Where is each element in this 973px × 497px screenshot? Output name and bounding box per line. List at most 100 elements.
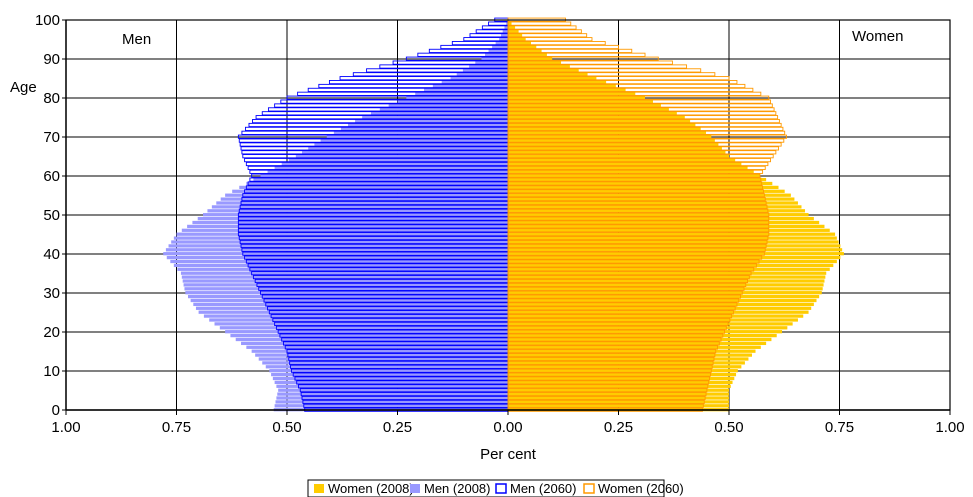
bar-age-69 [320, 138, 508, 143]
bar-age-63 [281, 162, 508, 166]
bar-age-71 [508, 131, 707, 135]
bar-age-3 [508, 396, 729, 400]
bar-age-10 [269, 369, 508, 373]
legend-swatch [314, 484, 324, 493]
bar-age-86 [508, 72, 588, 76]
bar-age-54 [220, 197, 508, 201]
bar-age-1 [508, 404, 729, 408]
bar-age-38 [508, 259, 837, 264]
bar-age-98 [507, 25, 577, 30]
bar-age-32 [507, 282, 747, 287]
bar-age-88 [508, 64, 570, 69]
bar-age-95 [499, 37, 508, 41]
bar-age-84 [507, 80, 738, 85]
y-tick-label: 10 [43, 363, 60, 380]
bar-age-57 [508, 185, 779, 190]
bar-age-60 [260, 174, 508, 178]
x-tick-label: 1.00 [51, 419, 80, 436]
bar-age-66 [508, 150, 726, 154]
tick-labels: 1.00 0.75 0.50 0.25 0.00 0.25 0.50 0.75 1.000102… [35, 12, 965, 436]
bar-age-95 [508, 37, 526, 41]
bar-age-20 [508, 330, 783, 334]
bar-age-29 [507, 294, 741, 299]
bar-age-63 [508, 162, 742, 166]
bar-age-39 [166, 255, 508, 260]
y-axis-title: Age [10, 79, 37, 96]
bar-age-11 [507, 364, 713, 369]
bar-age-92 [507, 48, 633, 53]
legend-swatch [583, 483, 595, 494]
bar-age-81 [508, 92, 636, 96]
bar-age-57 [239, 185, 508, 190]
bar-age-35 [507, 271, 752, 276]
bar-age-42 [168, 244, 508, 248]
bar-age-93 [492, 45, 508, 49]
bar-age-3 [276, 396, 508, 400]
bar-age-32 [183, 283, 508, 287]
bar-age-26 [195, 306, 508, 310]
bar-age-5 [278, 388, 508, 392]
bar-age-49 [197, 216, 508, 221]
bar-age-79 [508, 99, 653, 104]
bar-age-35 [508, 271, 827, 275]
bar-age-10 [507, 368, 712, 373]
bar-age-86 [507, 72, 716, 77]
bar-age-7 [507, 380, 710, 385]
bar-age-81 [415, 92, 508, 96]
bar-age-29 [187, 294, 508, 299]
bar-age-90 [481, 57, 508, 61]
bar-age-87 [508, 68, 579, 73]
bar-age-56 [232, 189, 508, 193]
bar-age-16 [508, 345, 761, 349]
bar-age-74 [507, 119, 780, 124]
bar-age-82 [508, 88, 626, 92]
bar-age-48 [508, 220, 820, 225]
bar-age-21 [507, 325, 727, 330]
bar-age-69 [508, 138, 715, 143]
bar-age-7 [508, 380, 733, 385]
bar-age-18 [235, 337, 508, 342]
bar-age-9 [507, 372, 711, 377]
bar-age-93 [507, 44, 619, 50]
bar-age-54 [508, 197, 795, 201]
y-tick-label: 30 [43, 285, 60, 302]
bar-age-62 [274, 166, 508, 170]
bar-age-6 [508, 384, 731, 388]
bar-age-44 [507, 236, 769, 241]
bar-age-71 [333, 131, 508, 135]
bar-age-27 [507, 302, 738, 307]
bar-age-92 [508, 49, 542, 53]
bar-age-99 [508, 21, 512, 26]
bar-age-64 [507, 158, 771, 163]
bar-age-72 [508, 127, 701, 131]
bar-age-56 [508, 189, 785, 193]
bar-age-48 [192, 220, 509, 225]
bar-age-97 [502, 29, 508, 34]
bar-age-59 [253, 177, 508, 182]
bar-age-9 [508, 372, 737, 377]
bar-age-20 [507, 329, 726, 334]
x-tick-label: 0.25 [383, 419, 412, 436]
bar-age-16 [507, 345, 718, 350]
bar-age-95 [507, 37, 593, 42]
bar-age-22 [507, 321, 729, 326]
y-tick-label: 0 [52, 402, 60, 419]
bar-age-37 [173, 263, 508, 268]
bar-age-59 [508, 177, 767, 182]
bar-age-12 [508, 361, 745, 365]
bar-age-43 [171, 240, 509, 244]
bar-age-78 [388, 103, 508, 108]
bar-age-86 [456, 72, 508, 76]
bar-age-22 [508, 322, 793, 326]
bar-age-50 [508, 213, 809, 217]
bar-age-50 [507, 212, 770, 217]
bar-age-74 [355, 119, 508, 123]
bar-age-30 [507, 290, 743, 295]
bar-age-77 [508, 107, 669, 112]
bar-age-30 [508, 291, 822, 295]
bar-age-94 [508, 41, 531, 45]
bar-age-41 [508, 248, 843, 252]
bar-age-89 [475, 60, 508, 65]
bar-age-60 [507, 173, 761, 178]
